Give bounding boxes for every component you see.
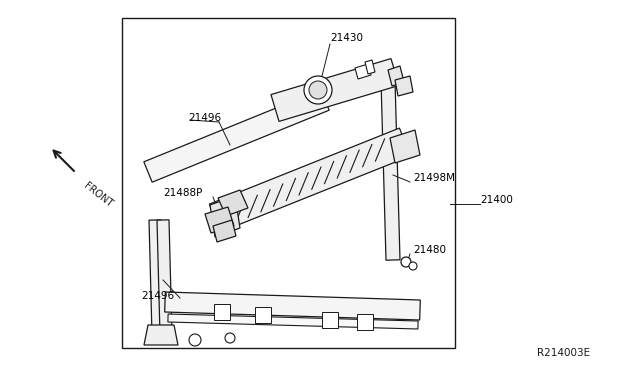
- Polygon shape: [210, 196, 240, 237]
- Circle shape: [225, 333, 235, 343]
- Polygon shape: [213, 220, 236, 242]
- Text: FRONT: FRONT: [82, 181, 115, 209]
- Polygon shape: [157, 220, 172, 335]
- Polygon shape: [214, 304, 230, 320]
- Circle shape: [401, 257, 411, 267]
- Polygon shape: [322, 312, 338, 328]
- Circle shape: [304, 76, 332, 104]
- Text: 21496: 21496: [141, 291, 174, 301]
- Polygon shape: [395, 76, 413, 96]
- Polygon shape: [144, 325, 178, 345]
- Polygon shape: [271, 59, 399, 121]
- Circle shape: [189, 334, 201, 346]
- Circle shape: [409, 262, 417, 270]
- Polygon shape: [149, 220, 164, 335]
- Polygon shape: [357, 314, 373, 330]
- Polygon shape: [205, 207, 234, 233]
- Polygon shape: [390, 130, 420, 163]
- Text: R214003E: R214003E: [537, 348, 590, 358]
- Polygon shape: [365, 60, 375, 74]
- Polygon shape: [168, 314, 418, 329]
- Polygon shape: [144, 90, 329, 182]
- Polygon shape: [388, 66, 404, 86]
- Text: 21430: 21430: [330, 33, 363, 43]
- Polygon shape: [122, 18, 455, 348]
- Polygon shape: [164, 292, 420, 320]
- Text: 21496: 21496: [188, 113, 221, 123]
- Text: 21488P: 21488P: [163, 188, 202, 198]
- Text: 21480: 21480: [413, 245, 446, 255]
- Text: 21400: 21400: [480, 195, 513, 205]
- Polygon shape: [209, 128, 411, 232]
- Polygon shape: [218, 190, 248, 216]
- Circle shape: [309, 81, 327, 99]
- Polygon shape: [381, 80, 400, 260]
- Text: 21498M: 21498M: [413, 173, 455, 183]
- Polygon shape: [255, 307, 271, 323]
- Polygon shape: [355, 64, 371, 79]
